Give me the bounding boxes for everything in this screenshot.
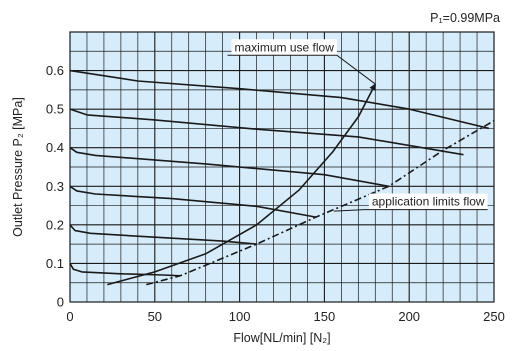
x-tick-label: 0 bbox=[66, 309, 73, 324]
y-tick-label: 0.2 bbox=[46, 217, 64, 232]
flow-annotations: maximum use flow application limits flow bbox=[107, 39, 495, 286]
application-limits-flow-leader bbox=[333, 209, 488, 212]
annotation-label-background bbox=[368, 193, 488, 210]
y-axis-label: Outlet Pressure P₂ [MPa] bbox=[11, 97, 25, 237]
y-tick-label: 0.4 bbox=[46, 140, 64, 155]
annotation-label-background bbox=[231, 39, 337, 56]
y-tick-label: 0.5 bbox=[46, 102, 64, 117]
x-tick-label: 50 bbox=[148, 309, 162, 324]
inlet-pressure-label: P₁=0.99MPa bbox=[430, 11, 500, 25]
pressure-curve-4 bbox=[69, 147, 389, 188]
pressure-curve-5 bbox=[69, 108, 464, 156]
maximum-use-flow-label: maximum use flow bbox=[235, 40, 335, 54]
y-tick-label: 0 bbox=[57, 295, 64, 310]
y-tick-label: 0.1 bbox=[46, 256, 64, 271]
application-limits-flow-label: application limits flow bbox=[372, 195, 485, 209]
pressure-curve-3 bbox=[69, 185, 317, 218]
x-axis-label: Flow[NL/min] [N₂] bbox=[233, 331, 330, 345]
x-tick-label: 200 bbox=[398, 309, 420, 324]
x-tick-label: 150 bbox=[314, 309, 336, 324]
y-tick-label: 0.3 bbox=[46, 179, 64, 194]
y-tick-label: 0.6 bbox=[46, 63, 64, 78]
plot-border bbox=[69, 31, 495, 303]
maximum-use-flow-leader bbox=[227, 54, 376, 85]
tick-labels: 0 0.1 0.2 0.3 0.4 0.5 0.6 0 50 100 150 200 250 bbox=[46, 63, 505, 324]
pressure-curves bbox=[69, 69, 490, 277]
application-limits-flow-line bbox=[146, 120, 495, 286]
pressure-curve-6 bbox=[69, 69, 490, 130]
pressure-curve-1 bbox=[69, 262, 181, 277]
x-tick-label: 100 bbox=[229, 309, 251, 324]
x-tick-label: 250 bbox=[483, 309, 505, 324]
maximum-use-flow-line bbox=[107, 83, 377, 286]
